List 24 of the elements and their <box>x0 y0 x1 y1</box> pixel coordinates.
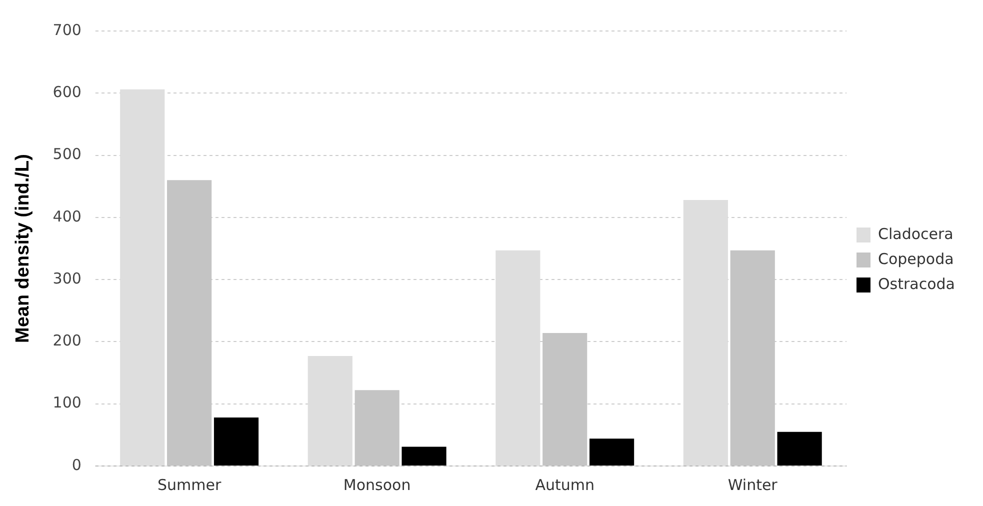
x-tick-label: Autumn <box>535 476 594 494</box>
legend-label: Copepoda <box>878 250 954 268</box>
x-tick-label: Winter <box>728 476 778 494</box>
y-tick-label: 200 <box>52 332 82 350</box>
bar <box>120 89 165 466</box>
y-tick-label: 0 <box>72 456 82 474</box>
bar <box>589 438 634 466</box>
y-tick-label: 600 <box>52 83 82 102</box>
bar <box>683 200 728 466</box>
y-tick-label: 500 <box>52 145 82 164</box>
y-tick-label: 400 <box>52 207 82 226</box>
x-tick-label: Monsoon <box>343 476 411 494</box>
legend-label: Ostracoda <box>878 274 955 293</box>
y-tick-label: 700 <box>52 20 82 39</box>
x-tick-label: Summer <box>157 476 222 494</box>
bar <box>214 418 259 466</box>
y-tick-label: 300 <box>52 269 82 288</box>
bar <box>308 356 352 466</box>
y-tick-label: 100 <box>52 394 82 412</box>
bar <box>496 250 540 466</box>
y-axis-title: Mean density (ind./L) <box>12 154 34 343</box>
bar <box>777 432 822 466</box>
legend-label: Cladocera <box>878 224 954 243</box>
bar <box>402 446 446 466</box>
